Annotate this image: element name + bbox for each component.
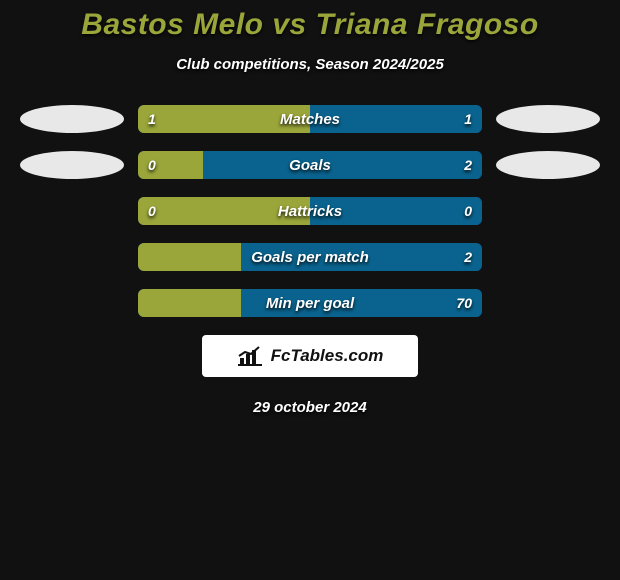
stat-row: Hattricks00 — [0, 197, 620, 225]
stat-row: Matches11 — [0, 105, 620, 133]
stat-row: Goals per match2 — [0, 243, 620, 271]
bar-right-fill — [241, 289, 482, 317]
comparison-widget: Bastos Melo vs Triana Fragoso Club compe… — [0, 0, 620, 580]
bar-left-fill — [138, 105, 310, 133]
brand-box[interactable]: FcTables.com — [202, 335, 418, 377]
stat-bar: Matches11 — [138, 105, 482, 133]
stat-bar: Hattricks00 — [138, 197, 482, 225]
page-title: Bastos Melo vs Triana Fragoso — [0, 8, 620, 42]
bar-left-fill — [138, 197, 310, 225]
team-marker-right — [496, 105, 600, 133]
bar-right-fill — [203, 151, 482, 179]
stat-bar: Goals02 — [138, 151, 482, 179]
bar-right-fill — [241, 243, 482, 271]
bar-left-fill — [138, 243, 241, 271]
brand-chart-icon — [237, 346, 263, 366]
subtitle: Club competitions, Season 2024/2025 — [0, 56, 620, 73]
bar-left-fill — [138, 289, 241, 317]
team-marker-left — [20, 151, 124, 179]
bar-left-fill — [138, 151, 203, 179]
team-marker-left — [20, 105, 124, 133]
bar-right-fill — [310, 105, 482, 133]
stat-row: Min per goal70 — [0, 289, 620, 317]
brand-text: FcTables.com — [271, 346, 384, 366]
stats-area: Matches11 Goals02 Hattricks00 Goals per mat… — [0, 105, 620, 317]
bar-right-fill — [310, 197, 482, 225]
team-marker-right — [496, 151, 600, 179]
stat-bar: Goals per match2 — [138, 243, 482, 271]
date-text: 29 october 2024 — [0, 399, 620, 416]
stat-bar: Min per goal70 — [138, 289, 482, 317]
stat-row: Goals02 — [0, 151, 620, 179]
